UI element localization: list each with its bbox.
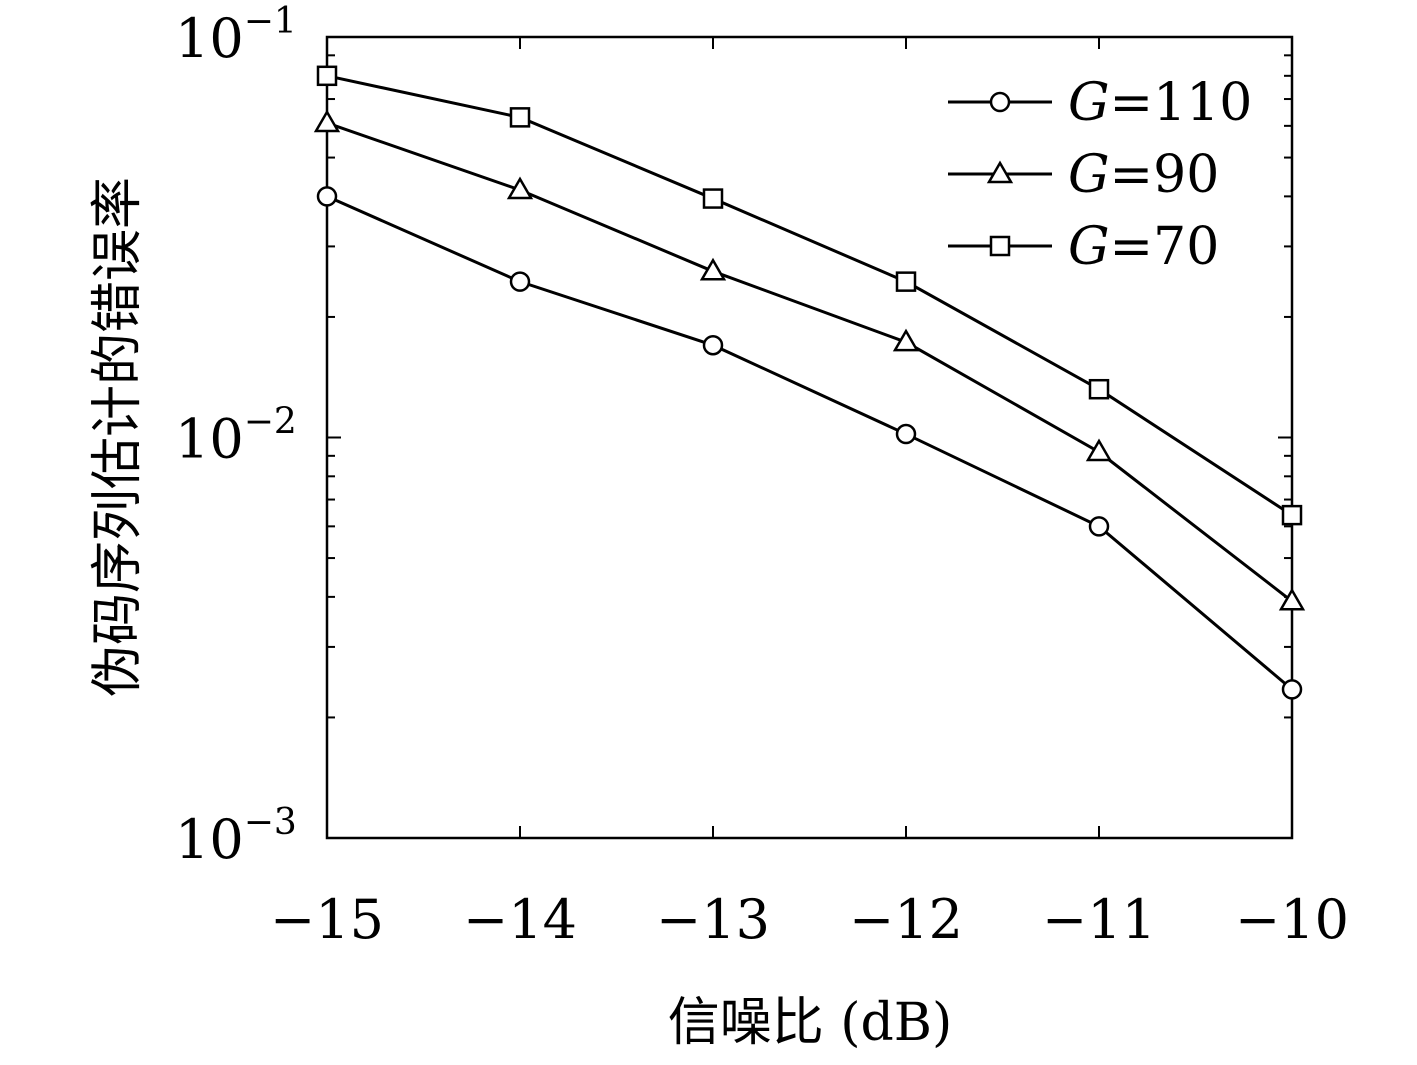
data-point-square	[702, 188, 724, 209]
legend-label-rest: =110	[1110, 73, 1253, 133]
legend-marker-square	[989, 235, 1011, 257]
y-axis-title: 伪码序列估计的错误率	[88, 177, 148, 697]
x-tick-label: −12	[849, 888, 963, 951]
legend-label-rest: =70	[1110, 217, 1220, 277]
y-tick-exponent: −2	[244, 402, 297, 443]
y-tick-exponent: −3	[244, 802, 297, 843]
data-point-triangle	[1278, 587, 1306, 611]
series-line	[326, 195, 1293, 691]
x-tick-label: −10	[1235, 888, 1349, 951]
x-tick-label: −13	[656, 888, 770, 951]
y-tick-base: 10	[175, 408, 244, 471]
data-point-square	[1281, 504, 1303, 526]
legend-item: G=110	[948, 73, 1252, 133]
x-axis-title: 信噪比 (dB)	[668, 993, 953, 1053]
legend-marker-circle	[989, 91, 1011, 113]
y-tick-base: 10	[175, 7, 244, 70]
series-line	[326, 74, 1293, 517]
data-point-triangle	[1085, 438, 1113, 462]
legend-label-rest: =90	[1110, 145, 1220, 205]
legend-label: G=110	[1068, 73, 1252, 133]
legend-label: G=70	[1068, 217, 1219, 277]
data-point-circle	[702, 334, 724, 356]
data-point-square	[1088, 378, 1110, 400]
data-point-circle	[509, 271, 531, 292]
x-tick-label: −11	[1042, 888, 1156, 951]
data-point-circle	[316, 186, 338, 207]
data-point-triangle	[506, 176, 534, 200]
x-tick-label: −14	[463, 888, 577, 951]
legend-label: G=90	[1068, 145, 1219, 205]
axis-titles: 信噪比 (dB) 伪码序列估计的错误率	[88, 177, 952, 1053]
legend-marker-triangle	[986, 160, 1014, 184]
legend-item: G=90	[948, 145, 1219, 205]
y-tick-base: 10	[175, 808, 244, 871]
legend-item: G=70	[948, 217, 1219, 277]
data-point-circle	[1088, 516, 1110, 537]
data-point-circle	[895, 423, 917, 445]
data-point-triangle	[699, 257, 727, 281]
y-tick-label: 10−3	[175, 802, 297, 871]
data-point-triangle	[313, 109, 341, 133]
legend-label-var: G	[1068, 145, 1110, 205]
data-point-square	[509, 107, 531, 128]
series-group	[313, 65, 1306, 700]
data-point-square	[316, 65, 338, 87]
y-tick-exponent: −1	[244, 1, 297, 42]
data-point-circle	[1281, 679, 1303, 700]
y-tick-label: 10−2	[175, 402, 297, 471]
legend-label-var: G	[1068, 73, 1110, 133]
data-point-square	[895, 271, 917, 292]
series-triangle	[313, 109, 1306, 611]
series-line	[326, 121, 1293, 603]
x-tick-label: −15	[270, 888, 384, 951]
data-point-triangle	[892, 328, 920, 352]
legend-label-var: G	[1068, 217, 1110, 277]
series-circle	[316, 186, 1303, 700]
y-tick-label: 10−1	[175, 1, 297, 70]
series-square	[316, 65, 1303, 526]
